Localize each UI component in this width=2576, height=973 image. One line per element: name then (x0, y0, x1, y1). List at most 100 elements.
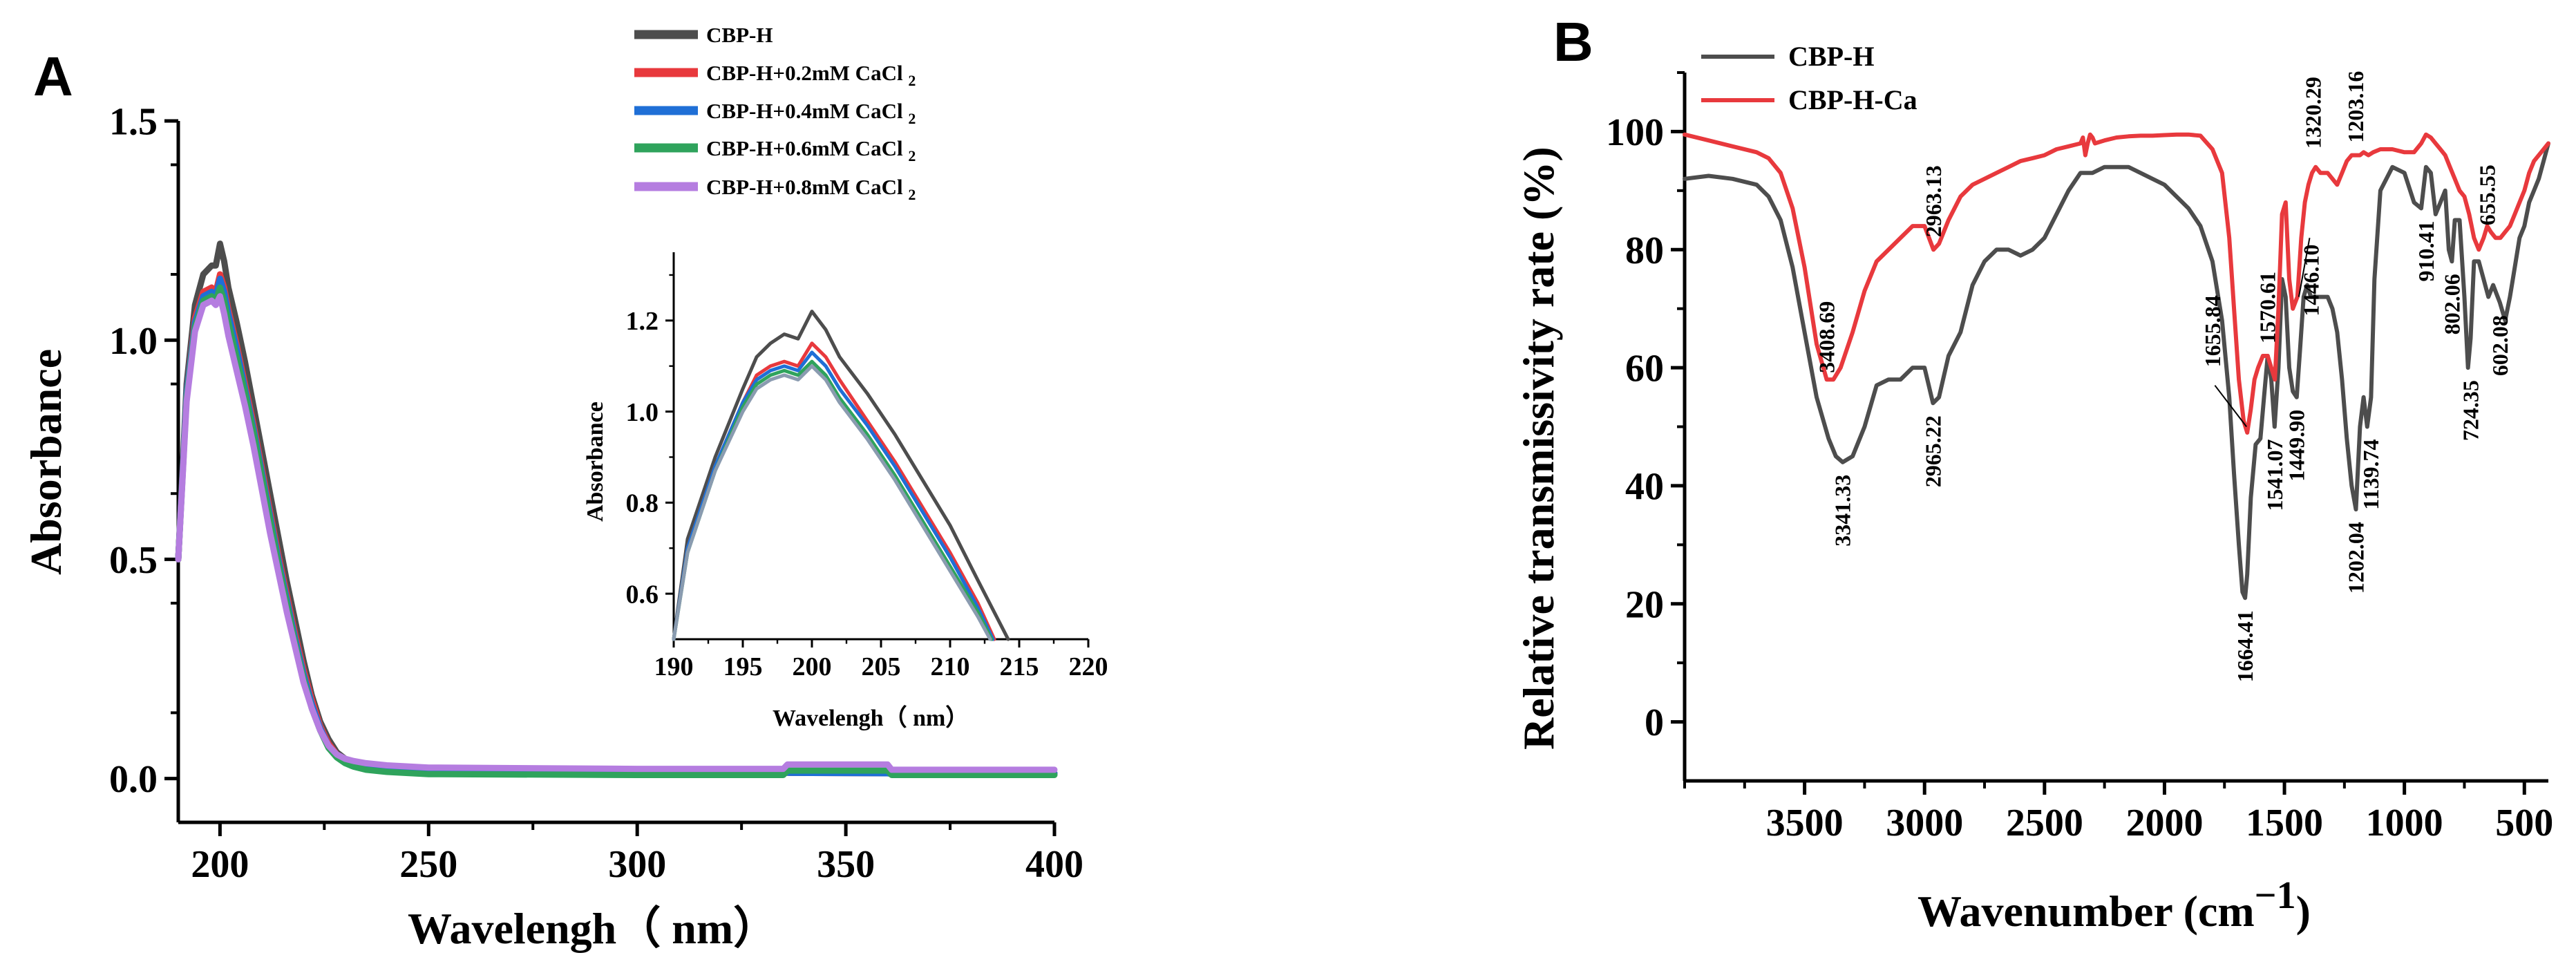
panel-a-y-axis-label: Absorbance (21, 349, 70, 575)
panel-label-a: A (33, 46, 73, 107)
x-tick-label: 350 (817, 843, 875, 886)
y-tick-label: 60 (1625, 348, 1664, 390)
x-tick-label: 2000 (2125, 802, 2203, 844)
x-tick-label: 1500 (2246, 802, 2323, 844)
x-tick-label: 215 (1000, 652, 1039, 681)
x-tick-label: 195 (723, 652, 763, 681)
legend-0-8mm-text: CBP-H+0.8mM CaCl (706, 175, 903, 199)
panel-a-x-ticks: 200 250 300 350 400 (191, 822, 1083, 886)
legend-subscript: 2 (908, 72, 916, 89)
peak-label: 602.08 (2488, 315, 2512, 376)
panel-b-x-ticks: 3500 3000 2500 2000 1500 1000 500 (1683, 781, 2553, 844)
x-tick-label: 190 (654, 652, 694, 681)
series-line-cbp-h-0-6mm-cacl2 (672, 359, 994, 641)
peak-label: 2963.13 (1921, 165, 1946, 237)
x-tick-label: 200 (793, 652, 832, 681)
panel-b-x-label-main: Wavenumber (cm (1917, 887, 2255, 936)
y-tick-label: 0.6 (626, 580, 659, 609)
y-tick-label: 1.0 (626, 398, 659, 427)
panel-b-legend: CBP-H CBP-H-Ca (1701, 41, 1917, 115)
legend-label-b-cbp-h: CBP-H (1788, 41, 1874, 72)
y-tick-label: 40 (1625, 466, 1664, 509)
series-line-cbp-h-0-8mm-cacl2 (672, 364, 992, 641)
x-tick-label: 300 (608, 843, 666, 886)
panel-b-peak-annotations: 3408.69 2963.13 3341.33 2965.22 1655.84 1570.… (1814, 71, 2512, 683)
inset-x-ticks: 190 195 200 205 210 215 220 (654, 639, 1108, 681)
y-tick-label: 1.2 (626, 307, 659, 336)
peak-label: 1202.04 (2344, 522, 2369, 594)
series-line-cbp-h (672, 310, 1010, 641)
series-line-cbp-h-ca (1683, 132, 2550, 435)
panel-b-x-axis-label: Wavenumber (cm−1) (1917, 874, 2311, 936)
panel-b-y-ticks: 0 20 40 60 80 100 (1606, 71, 1685, 744)
peak-label: 1570.61 (2255, 272, 2280, 343)
legend-label-0-6mm: CBP-H+0.6mM CaCl 2 (706, 136, 916, 164)
x-tick-label: 250 (399, 843, 457, 886)
peak-label: 1320.29 (2301, 77, 2326, 149)
inset-y-ticks: 0.6 0.8 1.0 1.2 (626, 274, 674, 609)
panel-a-x-axis-label: Wavelengh（ nm） (408, 904, 777, 953)
y-tick-label: 0 (1645, 701, 1664, 744)
panel-a-legend: CBP-H CBP-H+0.2mM CaCl 2 CBP-H+0.4mM CaC… (634, 23, 916, 203)
peak-label: 1139.74 (2358, 440, 2383, 510)
panel-b-x-label-close: ) (2296, 887, 2311, 936)
peak-label: 3408.69 (1814, 301, 1839, 373)
legend-subscript: 2 (908, 110, 916, 127)
peak-label: 1655.84 (2200, 295, 2225, 367)
peak-label: 910.41 (2414, 221, 2438, 282)
panel-b-axes (1683, 73, 2548, 783)
panel-b-series (1683, 132, 2550, 601)
x-tick-label: 205 (862, 652, 901, 681)
x-tick-label: 1000 (2366, 802, 2443, 844)
legend-label-cbp-h: CBP-H (706, 23, 773, 47)
y-tick-label: 0.0 (109, 758, 158, 801)
y-tick-label: 80 (1625, 229, 1664, 272)
legend-label-0-8mm: CBP-H+0.8mM CaCl 2 (706, 175, 916, 203)
series-line-cbp-h-0-8mm-cacl2 (175, 293, 1058, 773)
x-tick-label: 400 (1025, 843, 1083, 886)
panel-a-y-ticks: 0.0 0.5 1.0 1.5 (109, 101, 178, 801)
x-tick-label: 220 (1069, 652, 1108, 681)
legend-0-4mm-text: CBP-H+0.4mM CaCl (706, 99, 903, 123)
peak-label: 1449.90 (2284, 410, 2309, 482)
peak-label: 1541.07 (2262, 440, 2287, 511)
leader-line (2298, 238, 2311, 297)
inset-x-axis-label: Wavelengh（ nm） (773, 704, 969, 731)
y-tick-label: 1.0 (109, 320, 158, 363)
x-tick-label: 500 (2495, 802, 2553, 844)
inset-series (672, 310, 1010, 641)
series-line-cbp-h-0-4mm-cacl2 (672, 350, 995, 641)
x-tick-label: 200 (191, 843, 249, 886)
x-tick-label: 3000 (1886, 802, 1963, 844)
legend-0-6mm-text: CBP-H+0.6mM CaCl (706, 136, 903, 160)
y-tick-label: 0.8 (626, 489, 659, 518)
legend-label-b-cbp-h-ca: CBP-H-Ca (1788, 84, 1917, 115)
inset-y-axis-label: Absorbance (583, 402, 608, 522)
x-tick-label: 2500 (2006, 802, 2083, 844)
peak-label: 3341.33 (1830, 475, 1855, 547)
y-tick-label: 1.5 (109, 101, 158, 144)
legend-label-0-4mm: CBP-H+0.4mM CaCl 2 (706, 99, 916, 127)
y-tick-label: 0.5 (109, 539, 158, 582)
legend-label-0-2mm: CBP-H+0.2mM CaCl 2 (706, 61, 916, 89)
x-tick-label: 210 (931, 652, 970, 681)
panel-b-y-axis-label: Relative transmissivity rate (%) (1514, 147, 1563, 750)
panel-a-series (175, 240, 1058, 778)
panel-b-x-label-sup: −1 (2255, 874, 2296, 917)
legend-0-2mm-text: CBP-H+0.2mM CaCl (706, 61, 903, 85)
x-tick-label: 3500 (1766, 802, 1844, 844)
peak-label: 1203.16 (2343, 71, 2368, 143)
legend-subscript: 2 (908, 147, 916, 164)
legend-subscript: 2 (908, 186, 916, 203)
y-tick-label: 100 (1606, 111, 1664, 154)
peak-label: 724.35 (2458, 380, 2483, 441)
y-tick-label: 20 (1625, 583, 1664, 626)
peak-label: 802.06 (2439, 274, 2464, 334)
peak-label: 655.55 (2474, 164, 2499, 225)
series-line-cbp-h (1683, 141, 2550, 601)
peak-label: 2965.22 (1920, 415, 1945, 487)
leader-line (2214, 385, 2247, 428)
panel-label-b: B (1553, 11, 1593, 73)
peak-label: 1664.41 (2233, 610, 2257, 682)
